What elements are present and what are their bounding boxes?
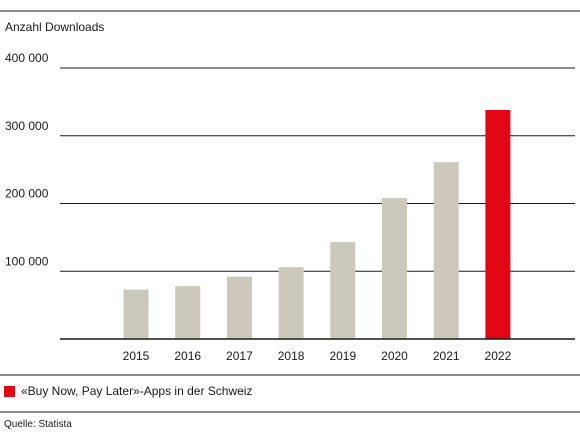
x-tick-label: 2022 [485, 349, 512, 363]
y-tick-label: 200 000 [5, 187, 49, 201]
bar-2020 [382, 198, 407, 339]
legend-label: «Buy Now, Pay Later»-Apps in der Schweiz [21, 384, 253, 398]
x-tick-label: 2015 [123, 349, 150, 363]
y-tick-labels: 100 000 200 000 300 000 400 000 [5, 51, 49, 268]
y-tick-label: 100 000 [5, 254, 49, 268]
bar-2022 [485, 110, 511, 339]
x-tick-label: 2016 [174, 349, 201, 363]
x-tick-label: 2019 [329, 349, 356, 363]
y-tick-label: 400 000 [5, 51, 49, 65]
source-note: Quelle: Statista [4, 419, 72, 430]
legend: «Buy Now, Pay Later»-Apps in der Schweiz [4, 384, 252, 398]
bar-2018 [278, 267, 304, 339]
legend-swatch [4, 385, 15, 397]
bar-2021 [433, 162, 459, 339]
bar-2017 [226, 276, 252, 339]
bar-2015 [123, 289, 149, 339]
bar-2019 [330, 242, 356, 339]
x-tick-label: 2020 [381, 349, 408, 363]
x-tick-label: 2021 [433, 349, 460, 363]
bar-2016 [175, 286, 201, 339]
x-tick-label: 2017 [226, 349, 253, 363]
x-tick-labels: 2015 2016 2017 2018 2019 2020 2021 2022 [123, 349, 512, 363]
x-tick-label: 2018 [278, 349, 305, 363]
y-tick-label: 300 000 [5, 119, 49, 133]
bars [123, 110, 511, 339]
y-axis-label: Anzahl Downloads [5, 20, 104, 34]
